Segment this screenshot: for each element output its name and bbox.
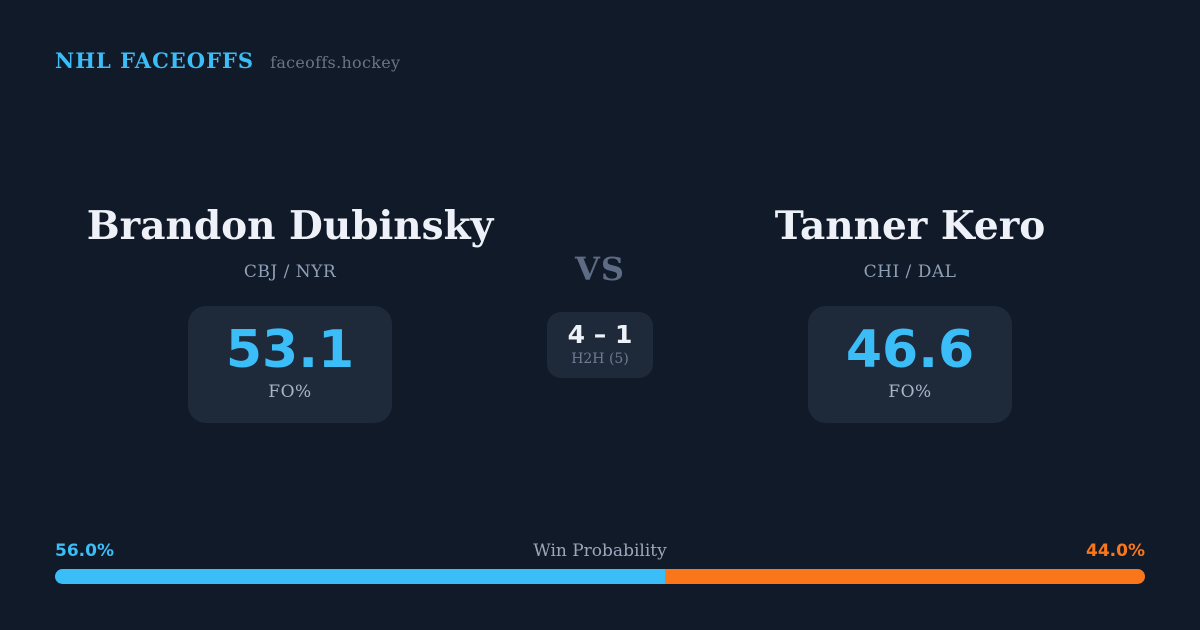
vs-label: VS bbox=[575, 250, 625, 288]
player-left-name: Brandon Dubinsky bbox=[86, 203, 494, 249]
header: NHL FACEOFFS faceoffs.hockey bbox=[55, 48, 400, 73]
h2h-score: 4 – 1 bbox=[567, 320, 633, 349]
win-probability-right-pct: 44.0% bbox=[1086, 541, 1145, 561]
player-right-teams: CHI / DAL bbox=[863, 261, 957, 282]
player-right-column: Tanner Kero CHI / DAL 46.6 FO% bbox=[675, 203, 1145, 424]
win-probability-title: Win Probability bbox=[533, 541, 667, 561]
h2h-box: 4 – 1 H2H (5) bbox=[546, 312, 654, 378]
win-probability-bar-right-segment bbox=[665, 569, 1145, 584]
player-right-fo-label: FO% bbox=[888, 382, 932, 403]
player-right-name: Tanner Kero bbox=[774, 203, 1046, 249]
versus-column: VS 4 – 1 H2H (5) bbox=[525, 250, 675, 378]
player-left-stat-box: 53.1 FO% bbox=[187, 305, 393, 424]
player-left-fo-label: FO% bbox=[268, 382, 312, 403]
win-probability-labels: 56.0% Win Probability 44.0% bbox=[55, 541, 1145, 561]
player-right-fo-pct: 46.6 bbox=[845, 319, 975, 380]
win-probability-bar-left-segment bbox=[55, 569, 666, 584]
player-left-teams: CBJ / NYR bbox=[243, 261, 337, 282]
win-probability-bar bbox=[55, 569, 1145, 584]
brand-domain: faceoffs.hockey bbox=[270, 53, 401, 72]
h2h-label: H2H (5) bbox=[571, 350, 629, 367]
player-left-fo-pct: 53.1 bbox=[225, 319, 355, 380]
player-right-stat-box: 46.6 FO% bbox=[807, 305, 1013, 424]
win-probability-left-pct: 56.0% bbox=[55, 541, 114, 561]
player-left-column: Brandon Dubinsky CBJ / NYR 53.1 FO% bbox=[55, 203, 525, 424]
brand-title: NHL FACEOFFS bbox=[55, 48, 255, 73]
